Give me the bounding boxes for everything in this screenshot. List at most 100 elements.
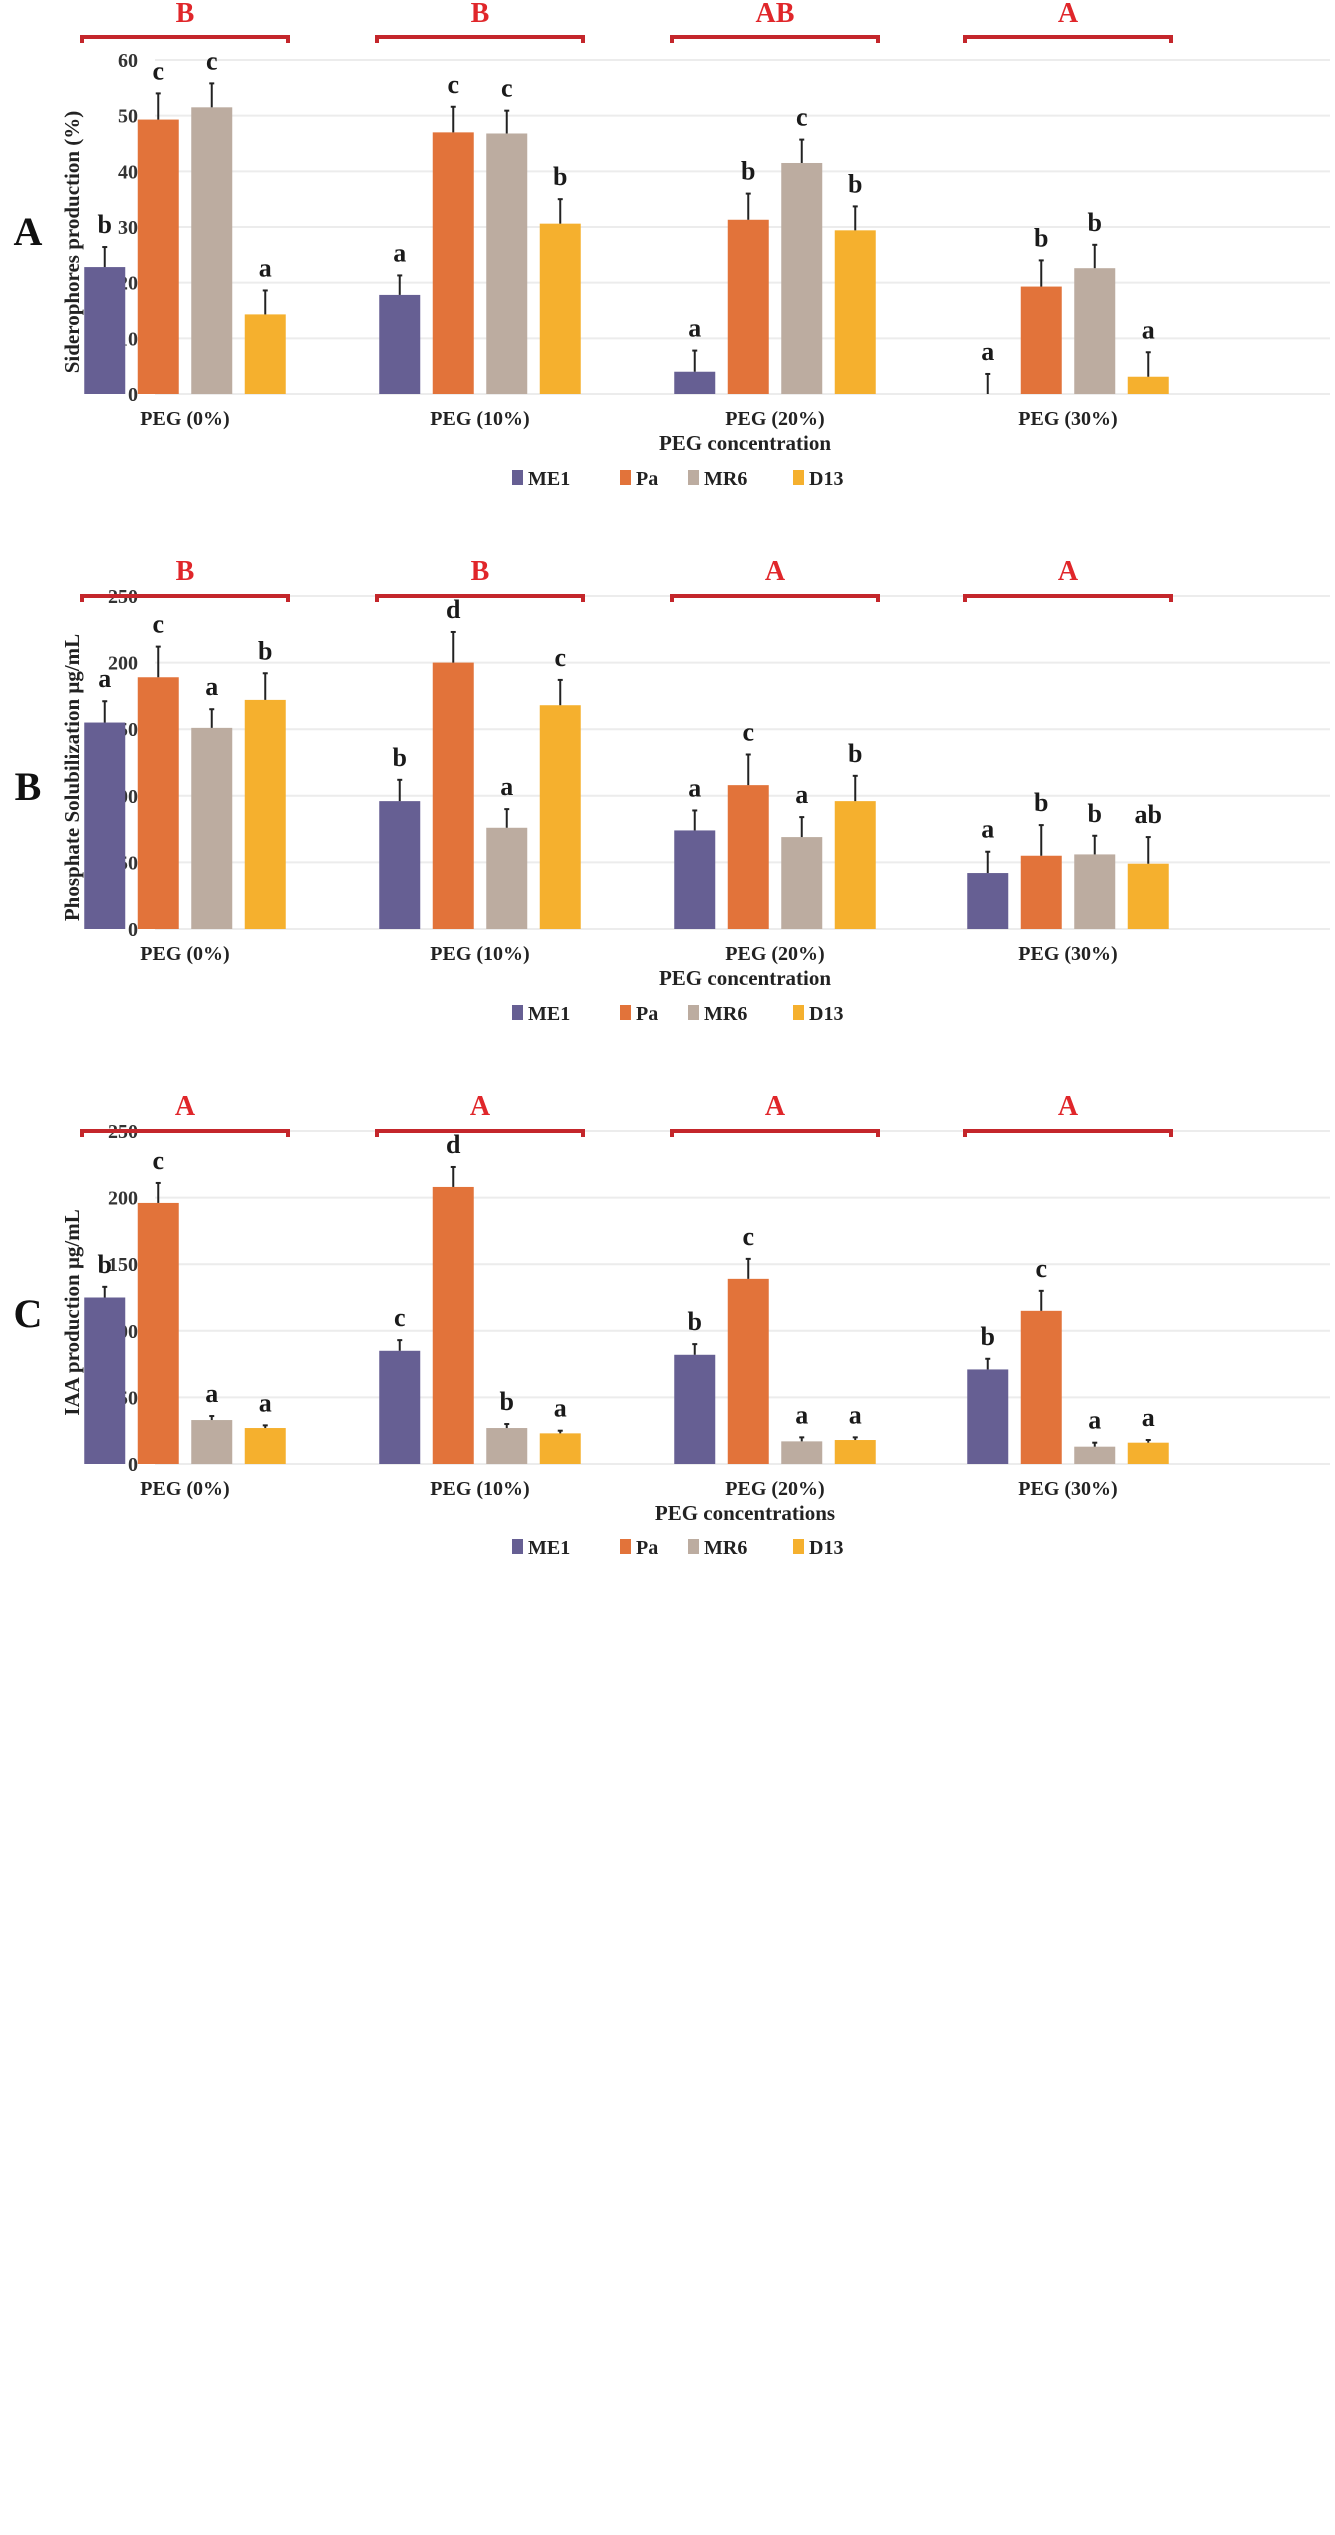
significance-letter: c bbox=[796, 103, 808, 132]
legend-swatch-mr6 bbox=[688, 1539, 699, 1554]
x-tick-label: PEG (0%) bbox=[140, 1478, 229, 1500]
x-tick-label: PEG (30%) bbox=[1018, 1478, 1117, 1500]
bar-mr6[interactable] bbox=[781, 1441, 823, 1464]
bar-me1[interactable] bbox=[674, 830, 716, 929]
significance-letter: b bbox=[1034, 788, 1048, 817]
group-significance-letter: B bbox=[471, 556, 490, 587]
significance-letter: a bbox=[393, 238, 406, 267]
x-tick-label: PEG (20%) bbox=[725, 408, 824, 430]
legend-swatch-me1 bbox=[512, 1539, 523, 1554]
y-axis-label: Siderophores production (%) bbox=[60, 111, 84, 374]
group-bracket bbox=[670, 1129, 880, 1137]
bar-mr6[interactable] bbox=[486, 133, 528, 395]
y-tick-label: 60 bbox=[118, 50, 138, 72]
bar-me1[interactable] bbox=[967, 1369, 1009, 1464]
bar-mr6[interactable] bbox=[1074, 854, 1116, 929]
bar-d13[interactable] bbox=[834, 1440, 876, 1464]
bar-pa[interactable] bbox=[727, 785, 769, 929]
bar-d13[interactable] bbox=[834, 230, 876, 394]
group-significance-letter: A bbox=[470, 1091, 491, 1122]
bar-mr6[interactable] bbox=[486, 827, 528, 929]
bar-d13[interactable] bbox=[1127, 1442, 1169, 1464]
group-bracket bbox=[80, 594, 290, 602]
bar-pa[interactable] bbox=[727, 1278, 769, 1464]
bar-pa[interactable] bbox=[1020, 855, 1062, 929]
significance-letter: a bbox=[1088, 1406, 1101, 1435]
x-tick-label: PEG (30%) bbox=[1018, 943, 1117, 965]
group-significance-letter: A bbox=[765, 1091, 786, 1122]
bar-me1[interactable] bbox=[84, 267, 126, 394]
bar-me1[interactable] bbox=[84, 722, 126, 929]
bar-me1[interactable] bbox=[379, 801, 421, 929]
legend: ME1 Pa MR6 D13 bbox=[512, 1003, 843, 1025]
significance-letter: b bbox=[981, 1322, 995, 1351]
bar-d13[interactable] bbox=[834, 801, 876, 929]
group-bracket bbox=[963, 35, 1173, 43]
bar-pa[interactable] bbox=[432, 1186, 474, 1464]
legend: ME1 Pa MR6 D13 bbox=[512, 468, 843, 490]
bar-pa[interactable] bbox=[1020, 1310, 1062, 1464]
y-axis-label: IAA production μg/mL bbox=[60, 1209, 84, 1415]
x-tick-label: PEG (30%) bbox=[1018, 408, 1117, 430]
legend-swatch-pa bbox=[620, 1005, 631, 1020]
significance-letter: c bbox=[554, 643, 566, 672]
panel-letter: C bbox=[14, 1291, 43, 1336]
bar-pa[interactable] bbox=[137, 677, 179, 929]
bar-mr6[interactable] bbox=[191, 727, 233, 929]
significance-letter: a bbox=[981, 337, 994, 366]
legend-label: MR6 bbox=[704, 1003, 747, 1025]
group-bracket bbox=[80, 1129, 290, 1137]
bar-mr6[interactable] bbox=[781, 162, 823, 394]
bar-me1[interactable] bbox=[674, 371, 716, 394]
bar-mr6[interactable] bbox=[191, 107, 233, 395]
group-bracket bbox=[80, 35, 290, 43]
group-significance-letter: B bbox=[471, 0, 490, 29]
legend-label: Pa bbox=[636, 468, 658, 490]
significance-letter: a bbox=[981, 815, 994, 844]
bar-d13[interactable] bbox=[244, 699, 286, 929]
significance-letter: b bbox=[741, 157, 755, 186]
panel-letter: A bbox=[14, 209, 43, 254]
y-axis-label: Phosphate Solubilization μg/mL bbox=[60, 634, 84, 921]
bar-d13[interactable] bbox=[539, 1433, 581, 1464]
significance-letter: d bbox=[446, 1130, 461, 1159]
bar-pa[interactable] bbox=[727, 219, 769, 394]
significance-letter: a bbox=[205, 1379, 218, 1408]
bar-d13[interactable] bbox=[1127, 863, 1169, 929]
significance-letter: b bbox=[848, 739, 862, 768]
y-tick-label: 0 bbox=[128, 1454, 138, 1476]
bar-mr6[interactable] bbox=[1074, 268, 1116, 394]
significance-letter: c bbox=[206, 46, 218, 75]
bar-d13[interactable] bbox=[1127, 376, 1169, 394]
bar-pa[interactable] bbox=[1020, 286, 1062, 394]
bar-me1[interactable] bbox=[674, 1354, 716, 1464]
bar-me1[interactable] bbox=[967, 873, 1009, 929]
legend-swatch-d13 bbox=[793, 1539, 804, 1554]
x-tick-label: PEG (20%) bbox=[725, 943, 824, 965]
group-significance-letter: B bbox=[176, 0, 195, 29]
bar-d13[interactable] bbox=[539, 705, 581, 929]
bar-d13[interactable] bbox=[244, 314, 286, 394]
bar-pa[interactable] bbox=[432, 662, 474, 929]
bar-me1[interactable] bbox=[379, 1350, 421, 1464]
bar-mr6[interactable] bbox=[486, 1428, 528, 1464]
legend-label: MR6 bbox=[704, 1537, 747, 1559]
bar-d13[interactable] bbox=[244, 1428, 286, 1464]
bar-me1[interactable] bbox=[84, 1297, 126, 1465]
bar-me1[interactable] bbox=[379, 294, 421, 394]
bar-mr6[interactable] bbox=[781, 837, 823, 929]
significance-letter: a bbox=[795, 1400, 808, 1429]
bar-mr6[interactable] bbox=[191, 1420, 233, 1464]
legend-swatch-mr6 bbox=[688, 1005, 699, 1020]
significance-letter: c bbox=[152, 1146, 164, 1175]
x-tick-label: PEG (0%) bbox=[140, 943, 229, 965]
legend-swatch-pa bbox=[620, 1539, 631, 1554]
bar-pa[interactable] bbox=[137, 119, 179, 395]
bar-mr6[interactable] bbox=[1074, 1446, 1116, 1464]
bar-pa[interactable] bbox=[432, 132, 474, 394]
significance-letter: c bbox=[742, 718, 754, 747]
bar-d13[interactable] bbox=[539, 223, 581, 394]
bar-pa[interactable] bbox=[137, 1202, 179, 1464]
significance-letter: b bbox=[848, 169, 862, 198]
group-bracket bbox=[963, 1129, 1173, 1137]
